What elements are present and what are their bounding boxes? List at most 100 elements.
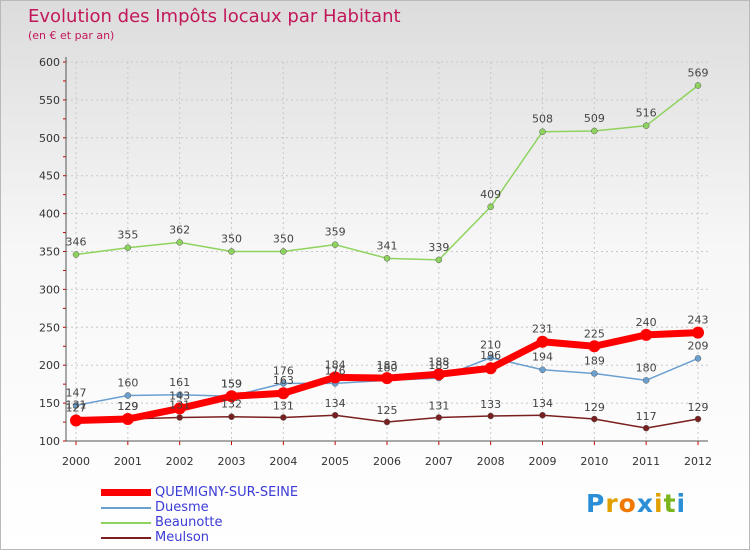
x-tick-label: 2012 xyxy=(684,455,712,468)
series-point-1 xyxy=(642,377,650,384)
data-label: 176 xyxy=(273,364,294,377)
data-label: 569 xyxy=(688,66,709,79)
x-tick-label: 2004 xyxy=(269,455,297,468)
data-label: 143 xyxy=(169,389,190,402)
series-point-1 xyxy=(487,354,494,361)
series-point-2 xyxy=(228,248,235,255)
series-point-1 xyxy=(694,355,702,362)
data-label: 189 xyxy=(584,355,605,368)
y-tick-label: 200 xyxy=(39,359,60,372)
chart-subtitle: (en € et par an) xyxy=(28,29,115,42)
legend-swatch xyxy=(101,506,151,509)
series-point-2 xyxy=(591,127,598,135)
data-label: 180 xyxy=(636,361,657,374)
data-label: 180 xyxy=(377,361,398,374)
y-tick-label: 450 xyxy=(39,170,60,183)
y-tick-label: 600 xyxy=(39,56,60,69)
data-label: 127 xyxy=(66,402,87,415)
x-tick-label: 2011 xyxy=(632,455,660,468)
x-tick-label: 2002 xyxy=(166,455,194,468)
data-label: 134 xyxy=(532,397,553,410)
legend-label: Meulson xyxy=(155,530,210,545)
series-point-0 xyxy=(588,340,601,353)
series-point-2 xyxy=(280,248,287,255)
series-point-0 xyxy=(329,371,342,384)
series-point-2 xyxy=(383,255,391,262)
data-label: 509 xyxy=(584,112,605,125)
data-label: 194 xyxy=(532,351,553,364)
data-label: 117 xyxy=(636,410,657,423)
data-label: 125 xyxy=(377,404,398,417)
legend-item: Meulson xyxy=(101,530,298,545)
y-tick-label: 100 xyxy=(39,435,60,448)
data-label: 409 xyxy=(480,188,501,201)
x-tick-label: 2003 xyxy=(218,455,246,468)
data-label: 183 xyxy=(377,359,398,372)
x-tick-label: 2001 xyxy=(114,455,142,468)
series-point-1 xyxy=(176,391,183,399)
series-point-3 xyxy=(228,413,235,420)
series-point-3 xyxy=(331,411,339,419)
series-point-3 xyxy=(435,414,443,421)
data-label: 129 xyxy=(117,400,138,413)
legend-item: Duesme xyxy=(101,500,298,515)
series-point-3 xyxy=(487,412,494,420)
series-point-3 xyxy=(591,415,598,423)
series-point-1 xyxy=(539,366,546,373)
data-label: 132 xyxy=(221,398,242,411)
data-label: 210 xyxy=(480,339,501,352)
series-point-2 xyxy=(487,203,494,211)
series-point-0 xyxy=(484,362,497,375)
proxiti-logo: Proxiti xyxy=(586,489,687,518)
series-point-1 xyxy=(124,392,132,399)
series-lines xyxy=(70,82,704,432)
data-label: 134 xyxy=(325,397,346,410)
data-label: 131 xyxy=(66,399,87,412)
series-point-2 xyxy=(124,244,132,251)
series-point-0 xyxy=(432,368,445,381)
data-label: 183 xyxy=(428,359,449,372)
data-label: 341 xyxy=(377,239,398,252)
series-point-3 xyxy=(694,415,702,423)
y-tick-label: 250 xyxy=(39,321,60,334)
y-tick-label: 500 xyxy=(39,132,60,145)
data-label: 147 xyxy=(66,386,87,399)
series-point-2 xyxy=(176,239,183,246)
data-label: 163 xyxy=(273,374,294,387)
x-tick-label: 2009 xyxy=(529,455,557,468)
legend-label: Beaunotte xyxy=(155,515,223,530)
series-point-0 xyxy=(692,326,704,339)
data-label: 159 xyxy=(221,377,242,390)
legend-swatch xyxy=(101,536,151,539)
series-point-2 xyxy=(72,251,80,258)
y-tick-label: 400 xyxy=(39,208,60,221)
data-label: 346 xyxy=(66,236,87,249)
data-label: 159 xyxy=(221,377,242,390)
y-tick-label: 300 xyxy=(39,283,60,296)
data-label: 355 xyxy=(117,229,138,242)
series-point-0 xyxy=(381,372,393,385)
axes: 100 150 200 250 300 350 400 450 500 550 600 2000 200… xyxy=(39,56,712,468)
data-label: 231 xyxy=(532,323,553,336)
series-point-3 xyxy=(280,414,287,421)
data-label: 240 xyxy=(636,316,657,329)
data-label: 209 xyxy=(688,339,709,352)
series-point-0 xyxy=(277,387,290,400)
data-label: 196 xyxy=(480,349,501,362)
data-label: 161 xyxy=(169,376,190,389)
data-label: 362 xyxy=(169,223,190,236)
series-point-0 xyxy=(173,402,186,415)
x-tick-label: 2008 xyxy=(477,455,505,468)
legend-item: Beaunotte xyxy=(101,515,298,530)
series-point-3 xyxy=(383,418,391,426)
series-point-0 xyxy=(225,390,238,403)
series-point-1 xyxy=(72,402,80,409)
series-point-3 xyxy=(642,424,650,432)
data-label: 225 xyxy=(584,327,605,340)
x-tick-label: 2005 xyxy=(321,455,349,468)
data-label: 508 xyxy=(532,113,553,126)
data-label: 339 xyxy=(428,241,449,254)
data-label: 131 xyxy=(273,400,294,413)
